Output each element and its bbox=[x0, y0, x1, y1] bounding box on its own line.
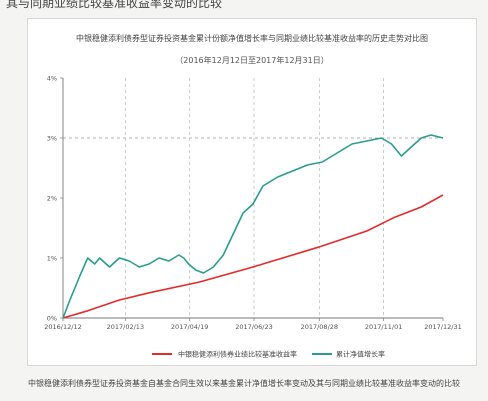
y-tick-label: 4% bbox=[47, 75, 57, 83]
legend: 中银稳健添利债券业绩比较基准收益率 累计净值增长率 bbox=[152, 350, 385, 359]
y-tick-label: 3% bbox=[47, 135, 57, 143]
series-line-2 bbox=[62, 134, 444, 319]
legend-label-2: 累计净值增长率 bbox=[336, 350, 385, 359]
x-tick-label: 2017/04/19 bbox=[171, 323, 208, 331]
chart-subtitle: （2016年12月12日至2017年12月31日） bbox=[175, 55, 328, 65]
series-line-1 bbox=[62, 194, 444, 319]
grid-layer bbox=[63, 78, 443, 318]
page-top-text: 其与同期业绩比较基准收益率变动的比较 bbox=[6, 0, 223, 10]
x-tick-label: 2017/12/31 bbox=[424, 323, 461, 331]
chart-panel bbox=[27, 18, 477, 366]
chart-title: 中银稳健添利债券型证券投资基金累计份额净值增长率与同期业绩比较基准收益率的历史走… bbox=[76, 33, 428, 43]
x-tick-label: 2017/08/28 bbox=[301, 323, 338, 331]
legend-label-1: 中银稳健添利债券业绩比较基准收益率 bbox=[178, 350, 297, 359]
axis-layer: 0% 1% 2% 3% 4% 2016/12/12 2017/02/13 2017/04/19… bbox=[44, 75, 461, 332]
x-tick-label: 2017/02/13 bbox=[107, 323, 144, 331]
y-tick-label: 1% bbox=[47, 255, 57, 263]
y-tick-label: 2% bbox=[47, 195, 57, 203]
x-tick-label: 2017/11/01 bbox=[365, 323, 402, 331]
x-tick-label: 2016/12/12 bbox=[44, 323, 81, 331]
series-layer bbox=[62, 134, 444, 319]
x-tick-label: 2017/06/23 bbox=[235, 323, 272, 331]
y-tick-label: 0% bbox=[47, 315, 57, 323]
figure-caption: 中银稳健添利债券型证券投资基金自基金合同生效以来基金累计净值增长率变动及其与同期… bbox=[28, 379, 460, 388]
